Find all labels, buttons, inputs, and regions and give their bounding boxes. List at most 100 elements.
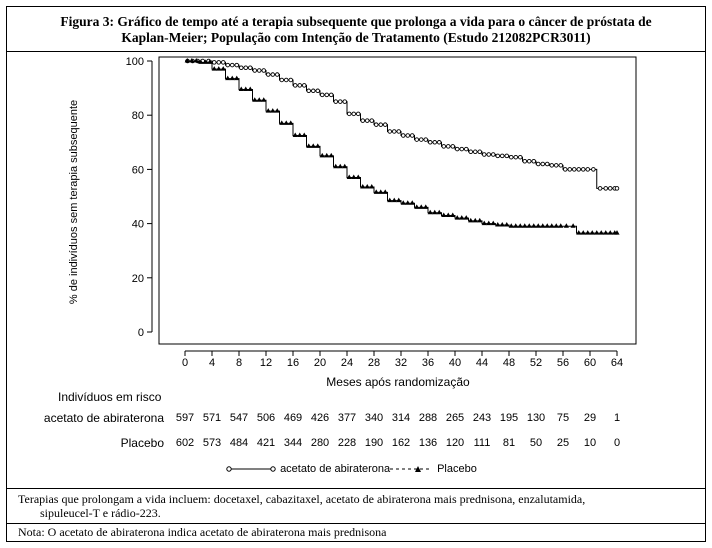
x-tick-label: 8 <box>236 357 242 369</box>
at-risk-abiraterone-value: 1 <box>613 412 621 424</box>
at-risk-placebo-value: 602 <box>175 437 195 449</box>
abiraterone-censor-mark <box>396 129 402 134</box>
at-risk-placebo-value: 50 <box>529 437 543 449</box>
at-risk-abiraterone-value: 547 <box>229 412 249 424</box>
x-tick-label: 44 <box>476 357 488 369</box>
placebo-censor-mark <box>477 217 483 223</box>
abiraterone-censor-mark <box>410 133 415 138</box>
abiraterone-censor-mark <box>247 65 253 71</box>
at-risk-abiraterone-value: 340 <box>364 412 384 424</box>
placebo-censor-mark <box>531 223 537 228</box>
placebo-censor-mark <box>486 220 492 226</box>
abiraterone-censor-mark <box>342 99 348 104</box>
placebo-censor-mark <box>211 66 217 71</box>
placebo-censor-mark <box>297 132 303 138</box>
y-tick-label: 100 <box>126 56 144 68</box>
placebo-censor-mark <box>598 230 604 235</box>
abiraterone-censor-mark <box>329 92 334 98</box>
abiraterone-censor-mark <box>504 153 510 159</box>
footnote-line1: Terapias que prolongam a vida incluem: d… <box>18 492 586 506</box>
placebo-censor-mark <box>603 230 609 235</box>
series-abiraterone-line <box>185 60 617 189</box>
x-tick-label: 52 <box>530 357 542 369</box>
placebo-censor-mark <box>570 223 576 228</box>
at-risk-abiraterone-value: 29 <box>583 412 597 424</box>
abiraterone-censor-mark <box>527 159 532 164</box>
abiraterone-censor-mark <box>468 149 474 155</box>
x-tick-label: 60 <box>584 357 596 369</box>
abiraterone-censor-mark <box>275 72 280 77</box>
placebo-censor-mark <box>391 197 397 203</box>
abiraterone-censor-mark <box>554 163 559 168</box>
at-risk-abiraterone-value: 288 <box>418 412 438 424</box>
placebo-censor-mark <box>261 97 267 102</box>
x-tick-label: 0 <box>182 357 188 369</box>
abiraterone-censor-mark <box>311 88 316 94</box>
at-risk-placebo-value: 162 <box>391 437 411 449</box>
placebo-censor-mark <box>544 223 550 228</box>
placebo-censor-mark <box>517 223 523 228</box>
placebo-censor-mark <box>549 223 555 228</box>
x-tick-label: 24 <box>341 357 353 369</box>
x-axis: 0 4 8 12 16 20 24 28 32 36 40 44 48 52 56 60 64 <box>182 350 623 369</box>
placebo-censor-mark <box>283 120 289 125</box>
placebo-censor-mark <box>364 184 370 189</box>
abiraterone-censor-mark <box>591 167 596 172</box>
abiraterone-censor-mark <box>261 68 267 73</box>
at-risk-abiraterone-value: 265 <box>445 412 465 424</box>
placebo-censor-mark <box>198 59 204 64</box>
placebo-censor-mark <box>324 152 330 158</box>
at-risk-abiraterone-value: 243 <box>472 412 492 424</box>
placebo-censor-mark <box>614 230 620 235</box>
abiraterone-censor-mark <box>234 62 239 68</box>
placebo-censor-mark <box>459 215 465 220</box>
placebo-censor-mark <box>468 217 474 223</box>
abiraterone-censor-mark <box>243 65 248 71</box>
abiraterone-censor-mark <box>347 111 352 117</box>
legend-placebo-label: Placebo <box>437 463 477 475</box>
figure-title-line2: Kaplan-Meier; População com Intenção de … <box>121 30 591 45</box>
placebo-censor-mark <box>373 189 379 194</box>
abiraterone-censor-mark <box>405 133 411 138</box>
at-risk-abiraterone-value: 597 <box>175 412 195 424</box>
abiraterone-censor-mark <box>441 144 447 149</box>
placebo-censor-mark <box>441 212 447 217</box>
placebo-censor-mark <box>553 223 559 228</box>
at-risk-abiraterone-value: 469 <box>283 412 303 424</box>
abiraterone-censor-mark <box>473 149 478 155</box>
placebo-censor-mark <box>220 66 226 71</box>
placebo-censor-mark <box>378 189 384 194</box>
placebo-censor-mark <box>522 223 528 228</box>
abiraterone-censor-mark <box>509 154 514 160</box>
title-divider <box>6 51 706 52</box>
abiraterone-censor-mark <box>229 62 235 68</box>
series-placebo-line <box>185 60 617 234</box>
abiraterone-censor-mark <box>220 60 226 65</box>
placebo-censor-mark <box>274 108 280 113</box>
figure-frame <box>6 6 706 542</box>
abiraterone-censor-mark <box>216 60 221 65</box>
abiraterone-censor-mark <box>500 153 505 159</box>
abiraterone-censor-mark <box>369 118 375 123</box>
abiraterone-censor-mark <box>356 111 361 117</box>
at-risk-placebo-value: 25 <box>556 437 570 449</box>
placebo-censor-mark <box>563 223 569 228</box>
placebo-censor-mark <box>558 223 564 228</box>
abiraterone-censor-mark <box>576 167 582 172</box>
placebo-censor-mark <box>193 58 199 63</box>
abiraterone-censor-mark <box>324 92 330 98</box>
abiraterone-censor-mark <box>257 68 262 73</box>
placebo-censor-mark <box>409 200 415 205</box>
abiraterone-censor-mark <box>414 137 420 142</box>
at-risk-placebo-value: 136 <box>418 437 438 449</box>
placebo-censor-mark <box>405 200 411 205</box>
at-risk-abiraterone-value: 75 <box>556 412 570 424</box>
placebo-censor-mark <box>481 220 487 226</box>
legend-dashed-line-icon <box>390 466 432 473</box>
abiraterone-censor-mark <box>518 154 523 160</box>
at-risk-placebo-value: 120 <box>445 437 465 449</box>
abiraterone-censor-mark <box>351 111 357 117</box>
abiraterone-censor-mark <box>270 72 276 77</box>
placebo-censor-mark <box>508 223 514 228</box>
abiraterone-censor-mark <box>558 163 564 168</box>
